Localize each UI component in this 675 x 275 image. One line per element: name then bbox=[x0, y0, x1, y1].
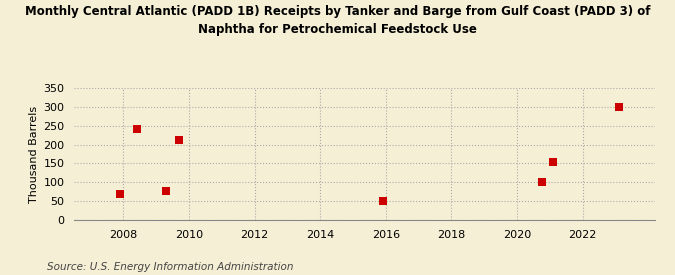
Point bbox=[614, 105, 624, 109]
Y-axis label: Thousand Barrels: Thousand Barrels bbox=[29, 105, 39, 203]
Point bbox=[377, 199, 388, 203]
Point bbox=[161, 188, 171, 193]
Point bbox=[547, 160, 558, 164]
Point bbox=[536, 180, 547, 185]
Text: Monthly Central Atlantic (PADD 1B) Receipts by Tanker and Barge from Gulf Coast : Monthly Central Atlantic (PADD 1B) Recei… bbox=[25, 6, 650, 35]
Point bbox=[131, 127, 142, 131]
Point bbox=[115, 191, 126, 196]
Text: Source: U.S. Energy Information Administration: Source: U.S. Energy Information Administ… bbox=[47, 262, 294, 272]
Point bbox=[173, 138, 184, 142]
